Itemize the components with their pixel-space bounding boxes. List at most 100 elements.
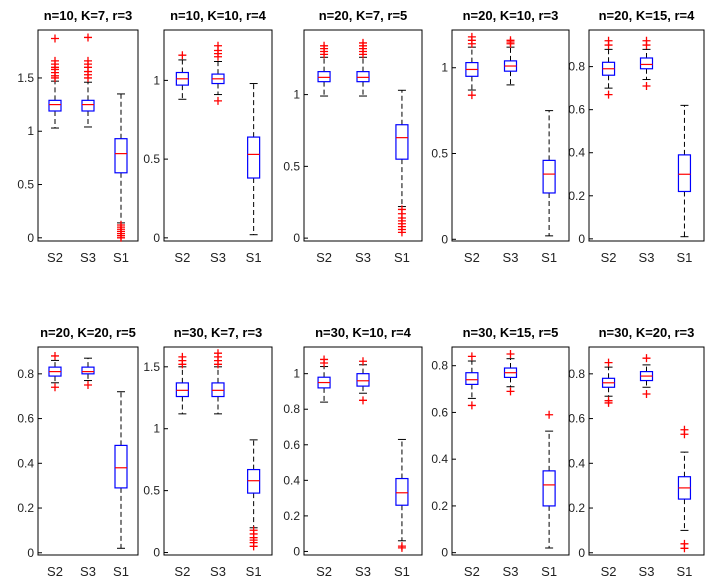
panel-9: n=30, K=15, r=5 0 0.2 0.4 0.6 0.8 S2 S3 S1	[431, 325, 570, 579]
x-category-label: S3	[503, 250, 519, 265]
box-body	[395, 124, 409, 160]
box-s3	[211, 41, 225, 105]
box-s2	[175, 352, 189, 415]
y-tick-label: 0.6	[17, 412, 34, 426]
box-body	[356, 373, 370, 387]
box-body	[639, 57, 654, 70]
box-body	[356, 71, 370, 83]
panel-8: n=30, K=10, r=4 0 0.2 0.4 0.6 0.8 1 S2 S3 S1	[283, 325, 423, 579]
outlier-marker	[84, 381, 92, 390]
plot-frame	[303, 346, 423, 556]
y-tick-label: 0	[27, 231, 34, 245]
box-body	[211, 382, 225, 398]
panel-title: n=20, K=20, r=5	[40, 325, 136, 340]
x-category-label: S3	[80, 564, 96, 579]
outlier-marker	[506, 387, 515, 396]
plot-frame	[37, 346, 139, 556]
box-body	[317, 71, 331, 83]
panel-2: n=10, K=10, r=4 0 0.5 1 S2 S3 S1	[143, 8, 273, 265]
x-category-label: S1	[541, 564, 557, 579]
y-tick-label: 0.6	[568, 412, 585, 426]
x-category-label: S1	[676, 564, 692, 579]
y-tick-label: 0.6	[568, 103, 585, 117]
x-category-label: S2	[47, 250, 63, 265]
outlier-marker	[178, 352, 187, 361]
box-s1	[247, 439, 261, 551]
y-tick-label: 0.8	[568, 60, 585, 74]
box-s1	[677, 425, 692, 553]
outlier-marker	[214, 349, 222, 358]
box-s3	[211, 349, 225, 415]
box-body	[81, 99, 95, 112]
outlier-marker	[359, 357, 367, 366]
x-category-label: S3	[80, 250, 96, 265]
panel-title: n=20, K=7, r=5	[319, 8, 408, 23]
box-s3	[639, 354, 654, 398]
y-tick-label: 0.2	[431, 499, 448, 513]
y-tick-label: 0.8	[431, 359, 448, 373]
y-tick-label: 0.5	[143, 152, 160, 166]
outlier-marker	[642, 81, 651, 90]
panel-title: n=10, K=7, r=3	[44, 8, 133, 23]
box-body	[48, 99, 62, 112]
x-category-label: S1	[113, 564, 129, 579]
y-tick-label: 0.4	[568, 146, 585, 160]
plot-frame	[303, 29, 423, 242]
outlier-marker	[467, 32, 476, 41]
box-body	[247, 136, 261, 179]
panel-4: n=20, K=10, r=3 0 0.5 1 S2 S3 S1	[431, 8, 570, 265]
outlier-marker	[51, 351, 59, 360]
box-s1	[677, 104, 692, 238]
x-category-label: S3	[355, 564, 371, 579]
x-category-label: S2	[601, 564, 617, 579]
box-s1	[114, 391, 128, 549]
x-category-label: S2	[316, 564, 332, 579]
x-category-label: S1	[394, 250, 410, 265]
outlier-marker	[117, 221, 125, 230]
box-s2	[465, 32, 479, 100]
y-tick-label: 0	[441, 546, 448, 560]
plot-frame	[451, 29, 570, 242]
panel-title: n=20, K=10, r=3	[463, 8, 559, 23]
y-tick-label: 1.5	[17, 71, 34, 85]
box-s1	[114, 93, 128, 242]
x-category-label: S3	[639, 564, 655, 579]
plot-frame	[588, 29, 705, 242]
x-category-label: S1	[113, 250, 129, 265]
outlier-marker	[642, 389, 651, 398]
box-body	[247, 468, 261, 494]
panel-title: n=30, K=7, r=3	[174, 325, 263, 340]
box-s2	[175, 51, 189, 100]
outlier-marker	[680, 425, 689, 434]
outlier-marker	[214, 41, 222, 50]
y-tick-label: 0	[293, 544, 300, 558]
y-tick-label: 0.8	[283, 402, 300, 416]
outlier-marker	[320, 41, 329, 50]
y-tick-label: 1	[293, 367, 300, 381]
outlier-marker	[545, 410, 554, 419]
box-body	[114, 138, 128, 174]
outlier-marker	[506, 36, 515, 45]
x-category-label: S2	[464, 564, 480, 579]
y-tick-label: 1	[293, 88, 300, 102]
panel-title: n=30, K=10, r=4	[315, 325, 412, 340]
x-category-label: S3	[355, 250, 371, 265]
plot-frame	[37, 29, 139, 242]
x-category-label: S1	[246, 250, 262, 265]
x-category-label: S1	[394, 564, 410, 579]
x-category-label: S3	[639, 250, 655, 265]
y-tick-label: 0	[578, 546, 585, 560]
y-tick-label: 1	[441, 61, 448, 75]
y-tick-label: 0	[153, 546, 160, 560]
y-tick-label: 1.5	[143, 360, 160, 374]
y-tick-label: 0.5	[431, 147, 448, 161]
box-s2	[601, 358, 616, 407]
y-tick-label: 0.2	[568, 189, 585, 203]
x-category-label: S1	[246, 564, 262, 579]
x-category-label: S1	[676, 250, 692, 265]
box-s3	[81, 357, 95, 390]
plot-frame	[588, 346, 705, 556]
y-tick-label: 0.2	[17, 501, 34, 515]
box-s3	[81, 33, 95, 128]
y-tick-label: 0	[153, 231, 160, 245]
